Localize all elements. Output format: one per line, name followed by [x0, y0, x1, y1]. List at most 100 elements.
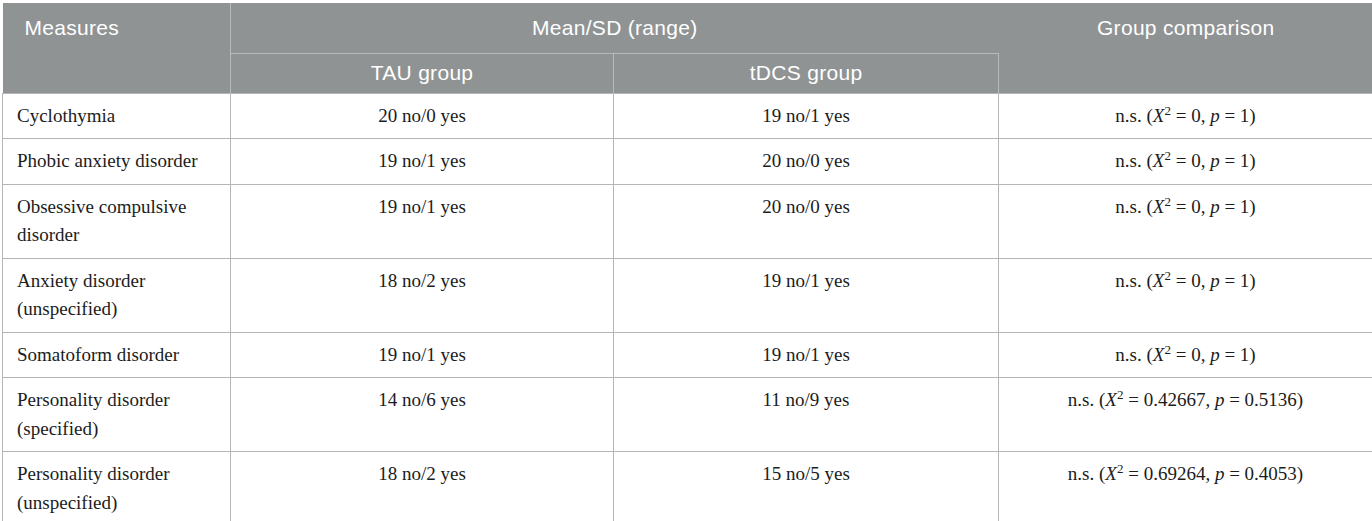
- chi-value: 0: [1191, 270, 1201, 291]
- p-value: 0.5136: [1245, 389, 1297, 410]
- comparison-cell: n.s. (X2 = 0.42667, p = 0.5136): [999, 378, 1372, 452]
- column-header-tau-group: TAU group: [231, 53, 614, 93]
- equals-sign: =: [1171, 150, 1191, 171]
- separator: ,: [1205, 389, 1215, 410]
- chi-value: 0: [1191, 196, 1201, 217]
- equals-sign: =: [1220, 150, 1240, 171]
- separator: ,: [1201, 105, 1211, 126]
- table-row: Anxiety disorder (unspecified) 18 no/2 y…: [3, 258, 1372, 332]
- comparison-cell: n.s. (X2 = 0, p = 1): [999, 93, 1372, 139]
- header-row-top: Measures Mean/SD (range) Group compariso…: [3, 3, 1372, 53]
- chi-symbol: X: [1153, 270, 1165, 291]
- comparison-cell: n.s. (X2 = 0.69264, p = 0.4053): [999, 452, 1372, 521]
- comparison-prefix: n.s. (: [1115, 344, 1152, 365]
- comparison-prefix: n.s. (: [1115, 150, 1152, 171]
- measure-cell: Personality disorder (unspecified): [3, 452, 231, 521]
- measure-cell: Phobic anxiety disorder: [3, 139, 231, 185]
- p-symbol: p: [1210, 270, 1220, 291]
- comparison-prefix: n.s. (: [1115, 196, 1152, 217]
- chi-symbol: X: [1105, 463, 1117, 484]
- measure-cell: Personality disorder (specified): [3, 378, 231, 452]
- tau-value-cell: 14 no/6 yes: [231, 378, 614, 452]
- comparison-prefix: n.s. (: [1115, 270, 1152, 291]
- comparison-cell: n.s. (X2 = 0, p = 1): [999, 184, 1372, 258]
- p-value: 1: [1240, 105, 1250, 126]
- separator: ,: [1205, 463, 1215, 484]
- p-value: 1: [1240, 150, 1250, 171]
- equals-sign: =: [1224, 463, 1244, 484]
- equals-sign: =: [1171, 196, 1191, 217]
- p-symbol: p: [1210, 196, 1220, 217]
- comparison-suffix: ): [1249, 196, 1255, 217]
- separator: ,: [1201, 150, 1211, 171]
- comparison-cell: n.s. (X2 = 0, p = 1): [999, 332, 1372, 378]
- p-symbol: p: [1215, 463, 1225, 484]
- table-row: Obsessive compulsive disorder 19 no/1 ye…: [3, 184, 1372, 258]
- p-value: 1: [1240, 196, 1250, 217]
- equals-sign: =: [1123, 463, 1143, 484]
- equals-sign: =: [1171, 270, 1191, 291]
- comparison-cell: n.s. (X2 = 0, p = 1): [999, 139, 1372, 185]
- separator: ,: [1201, 196, 1211, 217]
- table-header: Measures Mean/SD (range) Group compariso…: [3, 3, 1372, 93]
- table-row: Cyclothymia 20 no/0 yes 19 no/1 yes n.s.…: [3, 93, 1372, 139]
- equals-sign: =: [1224, 389, 1244, 410]
- tdcs-value-cell: 20 no/0 yes: [614, 184, 999, 258]
- chi-value: 0: [1191, 105, 1201, 126]
- table-row: Personality disorder (unspecified) 18 no…: [3, 452, 1372, 521]
- column-header-tdcs-group: tDCS group: [614, 53, 999, 93]
- p-symbol: p: [1215, 389, 1225, 410]
- measure-cell: Cyclothymia: [3, 93, 231, 139]
- column-header-group-comparison: Group comparison: [999, 3, 1372, 93]
- tau-value-cell: 19 no/1 yes: [231, 139, 614, 185]
- comparison-prefix: n.s. (: [1068, 463, 1105, 484]
- tdcs-value-cell: 19 no/1 yes: [614, 258, 999, 332]
- table-row: Personality disorder (specified) 14 no/6…: [3, 378, 1372, 452]
- chi-symbol: X: [1105, 389, 1117, 410]
- equals-sign: =: [1220, 196, 1240, 217]
- equals-sign: =: [1220, 105, 1240, 126]
- measure-cell: Obsessive compulsive disorder: [3, 184, 231, 258]
- tdcs-value-cell: 20 no/0 yes: [614, 139, 999, 185]
- comparison-cell: n.s. (X2 = 0, p = 1): [999, 258, 1372, 332]
- p-symbol: p: [1210, 105, 1220, 126]
- equals-sign: =: [1171, 344, 1191, 365]
- column-header-mean-sd-range: Mean/SD (range): [231, 3, 999, 53]
- separator: ,: [1201, 344, 1211, 365]
- comparison-suffix: ): [1249, 105, 1255, 126]
- p-symbol: p: [1210, 150, 1220, 171]
- chi-value: 0: [1191, 344, 1201, 365]
- p-symbol: p: [1210, 344, 1220, 365]
- chi-value: 0: [1191, 150, 1201, 171]
- column-header-measures: Measures: [3, 3, 231, 93]
- table-row: Phobic anxiety disorder 19 no/1 yes 20 n…: [3, 139, 1372, 185]
- tdcs-value-cell: 19 no/1 yes: [614, 332, 999, 378]
- equals-sign: =: [1171, 105, 1191, 126]
- p-value: 1: [1240, 270, 1250, 291]
- chi-symbol: X: [1153, 105, 1165, 126]
- comparison-suffix: ): [1249, 344, 1255, 365]
- equals-sign: =: [1123, 389, 1143, 410]
- chi-symbol: X: [1153, 344, 1165, 365]
- tdcs-value-cell: 15 no/5 yes: [614, 452, 999, 521]
- chi-symbol: X: [1153, 196, 1165, 217]
- p-value: 1: [1240, 344, 1250, 365]
- paper-table-page: Measures Mean/SD (range) Group compariso…: [0, 3, 1372, 521]
- table-body: Cyclothymia 20 no/0 yes 19 no/1 yes n.s.…: [3, 93, 1372, 521]
- separator: ,: [1201, 270, 1211, 291]
- comparison-suffix: ): [1249, 270, 1255, 291]
- chi-value: 0.69264: [1144, 463, 1206, 484]
- tdcs-value-cell: 11 no/9 yes: [614, 378, 999, 452]
- table-row: Somatoform disorder 19 no/1 yes 19 no/1 …: [3, 332, 1372, 378]
- p-value: 0.4053: [1245, 463, 1297, 484]
- equals-sign: =: [1220, 270, 1240, 291]
- measure-cell: Somatoform disorder: [3, 332, 231, 378]
- chi-symbol: X: [1153, 150, 1165, 171]
- comparison-suffix: ): [1297, 463, 1303, 484]
- measure-cell: Anxiety disorder (unspecified): [3, 258, 231, 332]
- tau-value-cell: 18 no/2 yes: [231, 452, 614, 521]
- comparison-prefix: n.s. (: [1115, 105, 1152, 126]
- tau-value-cell: 18 no/2 yes: [231, 258, 614, 332]
- comparison-suffix: ): [1297, 389, 1303, 410]
- tau-value-cell: 20 no/0 yes: [231, 93, 614, 139]
